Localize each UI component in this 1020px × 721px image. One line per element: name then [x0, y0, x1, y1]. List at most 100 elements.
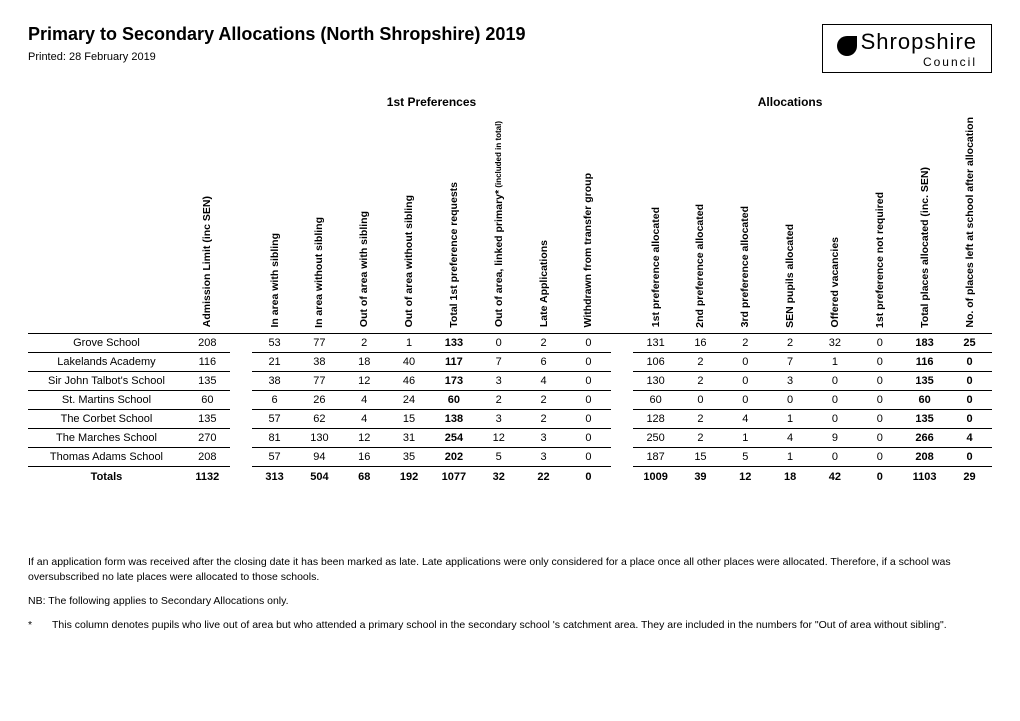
cell: 135 [185, 410, 230, 429]
cell: 135 [902, 372, 947, 391]
cell: 18 [342, 353, 387, 372]
cell: 5 [476, 448, 521, 467]
cell: 3 [521, 448, 566, 467]
cell: 3 [476, 410, 521, 429]
cell: 6 [252, 391, 297, 410]
cell: 0 [768, 391, 813, 410]
school-name: St. Martins School [28, 391, 185, 410]
cell: 0 [678, 391, 723, 410]
cell: 26 [297, 391, 342, 410]
cell: 0 [857, 429, 902, 448]
table-row: Thomas Adams School208579416352025301871… [28, 448, 992, 467]
cell: 0 [947, 353, 992, 372]
cell: 130 [297, 429, 342, 448]
col-header: Admission Limit (inc SEN) [185, 111, 230, 334]
group-1st-preferences: 1st Preferences [252, 93, 611, 111]
cell: 46 [387, 372, 432, 391]
cell: 187 [633, 448, 678, 467]
cell: 0 [566, 429, 611, 448]
footnote-asterisk-mark: * [28, 618, 38, 632]
col-header: 3rd preference allocated [723, 111, 768, 334]
cell: 1132 [185, 467, 230, 486]
header: Primary to Secondary Allocations (North … [28, 24, 992, 73]
col-header: Out of area with sibling [342, 111, 387, 334]
cell: 0 [476, 334, 521, 353]
cell: 12 [723, 467, 768, 486]
cell: 21 [252, 353, 297, 372]
cell: 38 [252, 372, 297, 391]
cell: 16 [342, 448, 387, 467]
cell: 2 [342, 334, 387, 353]
cell: 202 [431, 448, 476, 467]
cell: 12 [476, 429, 521, 448]
allocations-table: 1st Preferences Allocations Admission Li… [28, 93, 992, 486]
cell: 208 [185, 334, 230, 353]
cell: 0 [947, 372, 992, 391]
cell: 0 [723, 372, 768, 391]
cell: 22 [521, 467, 566, 486]
cell: 60 [185, 391, 230, 410]
cell: 38 [297, 353, 342, 372]
title-block: Primary to Secondary Allocations (North … [28, 24, 822, 63]
cell: 0 [947, 410, 992, 429]
cell: 0 [566, 467, 611, 486]
cell: 173 [431, 372, 476, 391]
cell: 116 [185, 353, 230, 372]
col-header: Late Applications [521, 111, 566, 334]
cell: 130 [633, 372, 678, 391]
cell: 0 [566, 410, 611, 429]
cell: 0 [857, 391, 902, 410]
cell: 131 [633, 334, 678, 353]
cell: 68 [342, 467, 387, 486]
page-title: Primary to Secondary Allocations (North … [28, 24, 822, 45]
cell: 0 [566, 372, 611, 391]
cell: 2 [768, 334, 813, 353]
table-row: St. Martins School6062642460220600000060… [28, 391, 992, 410]
cell: 3 [768, 372, 813, 391]
cell: 39 [678, 467, 723, 486]
col-header: Out of area without sibling [387, 111, 432, 334]
cell: 0 [857, 467, 902, 486]
column-header-row: Admission Limit (inc SEN)In area with si… [28, 111, 992, 334]
cell: 1 [768, 410, 813, 429]
school-name: The Corbet School [28, 410, 185, 429]
cell: 116 [902, 353, 947, 372]
cell: 24 [387, 391, 432, 410]
cell: 250 [633, 429, 678, 448]
col-header: Withdrawn from transfer group [566, 111, 611, 334]
col-header: No. of places left at school after alloc… [947, 111, 992, 334]
cell: 313 [252, 467, 297, 486]
footnote-late: If an application form was received afte… [28, 555, 992, 583]
table-row: Grove School2085377211330201311622320183… [28, 334, 992, 353]
cell: 1 [387, 334, 432, 353]
cell: 60 [431, 391, 476, 410]
cell: 0 [813, 372, 858, 391]
cell: 15 [387, 410, 432, 429]
cell: 60 [902, 391, 947, 410]
table-row: Sir John Talbot's School1353877124617334… [28, 372, 992, 391]
cell: 1 [768, 448, 813, 467]
cell: 3 [521, 429, 566, 448]
footnote-nb: NB: The following applies to Secondary A… [28, 594, 992, 608]
cell: 0 [857, 372, 902, 391]
cell: 0 [857, 353, 902, 372]
group-header-row: 1st Preferences Allocations [28, 93, 992, 111]
cell: 4 [342, 391, 387, 410]
cell: 81 [252, 429, 297, 448]
cell: 1103 [902, 467, 947, 486]
cell: 2 [678, 372, 723, 391]
col-header: Offered vacancies [813, 111, 858, 334]
school-name: Sir John Talbot's School [28, 372, 185, 391]
cell: 32 [813, 334, 858, 353]
cell: 9 [813, 429, 858, 448]
cell: 12 [342, 372, 387, 391]
school-name: Grove School [28, 334, 185, 353]
school-name: The Marches School [28, 429, 185, 448]
cell: 135 [185, 372, 230, 391]
school-name: Totals [28, 467, 185, 486]
totals-row: Totals1132313504681921077322201009391218… [28, 467, 992, 486]
cell: 1 [723, 429, 768, 448]
cell: 0 [857, 410, 902, 429]
table-row: Lakelands Academy11621381840117760106207… [28, 353, 992, 372]
cell: 29 [947, 467, 992, 486]
